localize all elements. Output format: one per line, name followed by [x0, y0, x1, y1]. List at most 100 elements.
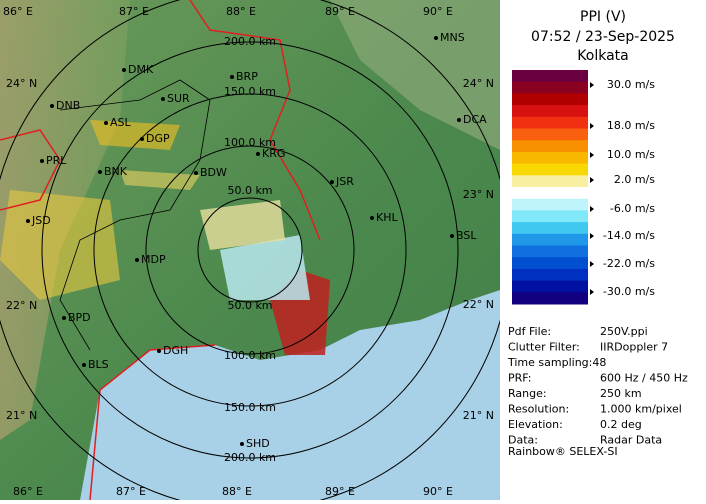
- color-band: [512, 210, 588, 223]
- city-dot: [62, 316, 66, 320]
- range-ring: [41, 41, 459, 459]
- color-band: [512, 187, 588, 200]
- lon-label: 90° E: [423, 5, 453, 18]
- lon-label: 88° E: [226, 5, 256, 18]
- echo-cyan: [220, 235, 310, 300]
- echo-yellow: [200, 200, 285, 250]
- lat-label: 23° N: [463, 188, 494, 201]
- city-label: PRL: [46, 154, 67, 167]
- scale-label: -30.0 m/s: [603, 285, 655, 298]
- color-band: [512, 245, 588, 258]
- range-ring: [93, 93, 407, 407]
- info-key: Time sampling:48: [507, 356, 606, 369]
- range-label: 100.0 km: [224, 136, 276, 149]
- color-band: [512, 198, 588, 211]
- scale-label: -22.0 m/s: [603, 257, 655, 270]
- lat-label: 24° N: [6, 77, 37, 90]
- city-label: DNB: [56, 99, 80, 112]
- lon-label: 89° E: [325, 485, 355, 498]
- info-key: Clutter Filter:: [508, 341, 580, 354]
- echo-yellow: [90, 120, 180, 150]
- city-dot: [434, 36, 438, 40]
- city-dot: [370, 216, 374, 220]
- map: 200.0 km 150.0 km 100.0 km 50.0 km 50.0 km 10…: [0, 0, 500, 500]
- lon-label: 86° E: [13, 485, 43, 498]
- scale-label: -14.0 m/s: [603, 229, 655, 242]
- city-dot: [140, 137, 144, 141]
- panel-title: PPI (V): [580, 9, 626, 25]
- scale-label: -6.0 m/s: [610, 202, 655, 215]
- city-label: BDW: [200, 166, 227, 179]
- scale-label: 18.0 m/s: [607, 119, 655, 132]
- color-band: [512, 222, 588, 235]
- range-ring: [145, 145, 355, 355]
- color-band: [512, 93, 588, 106]
- scale-arrow: [590, 123, 594, 129]
- info-value: 250 km: [600, 387, 642, 400]
- city-dot: [104, 121, 108, 125]
- scale-label: 10.0 m/s: [607, 148, 655, 161]
- lat-label: 21° N: [463, 409, 494, 422]
- city-dot: [256, 152, 260, 156]
- city-label: JSD: [31, 214, 51, 227]
- info-key: Elevation:: [508, 418, 563, 431]
- city-dot: [457, 118, 461, 122]
- range-label: 50.0 km: [227, 299, 272, 312]
- city-dot: [26, 219, 30, 223]
- city-dot: [40, 159, 44, 163]
- city-label: DGP: [146, 132, 170, 145]
- city-dot: [50, 104, 54, 108]
- range-label: 100.0 km: [224, 349, 276, 362]
- city-dot: [161, 97, 165, 101]
- info-value: 600 Hz / 450 Hz: [600, 372, 688, 385]
- footer: Rainbow® SELEX-SI: [508, 445, 618, 458]
- city-dot: [135, 258, 139, 262]
- range-label: 150.0 km: [224, 401, 276, 414]
- range-rings: [0, 0, 500, 500]
- scale-arrow: [590, 152, 594, 158]
- city-dot: [330, 180, 334, 184]
- city-label: DCA: [463, 113, 487, 126]
- city-dot: [157, 349, 161, 353]
- city-label: JSR: [335, 175, 354, 188]
- lat-label: 21° N: [6, 409, 37, 422]
- city-label: KRG: [262, 147, 285, 160]
- lon-label: 86° E: [3, 5, 33, 18]
- info-value: 1.000 km/pixel: [600, 403, 682, 416]
- city-label: MDP: [141, 253, 166, 266]
- city-label: BPD: [68, 311, 91, 324]
- info-key: Pdf File:: [508, 325, 551, 338]
- highland: [330, 0, 500, 150]
- scale-arrow: [590, 289, 594, 295]
- color-band: [512, 292, 588, 305]
- info-value: Radar Data: [600, 434, 662, 447]
- city-dot: [122, 68, 126, 72]
- city-label: BNK: [104, 165, 128, 178]
- scale-arrow: [590, 82, 594, 88]
- range-label: 200.0 km: [224, 451, 276, 464]
- city-label: SHD: [246, 437, 270, 450]
- range-label: 200.0 km: [224, 35, 276, 48]
- coast: [89, 344, 216, 500]
- scale-label: 30.0 m/s: [607, 78, 655, 91]
- color-band: [512, 280, 588, 293]
- color-band: [512, 151, 588, 165]
- lon-label: 88° E: [222, 485, 252, 498]
- scale-label: 2.0 m/s: [614, 173, 655, 186]
- color-band: [512, 128, 588, 141]
- echo-yellow: [120, 170, 200, 190]
- city-dot: [450, 234, 454, 238]
- color-band: [512, 81, 588, 94]
- lat-label: 22° N: [6, 299, 37, 312]
- lon-label: 89° E: [325, 5, 355, 18]
- border: [189, 0, 321, 241]
- lon-label: 90° E: [423, 485, 453, 498]
- scale-arrow: [590, 206, 594, 212]
- city-dot: [230, 75, 234, 79]
- color-band: [512, 233, 588, 246]
- map-labels: 200.0 km 150.0 km 100.0 km 50.0 km 50.0 km 10…: [3, 5, 494, 498]
- info-key: Resolution:: [508, 403, 569, 416]
- color-band: [512, 257, 588, 270]
- city-dot: [82, 363, 86, 367]
- city-label: SUR: [167, 92, 190, 105]
